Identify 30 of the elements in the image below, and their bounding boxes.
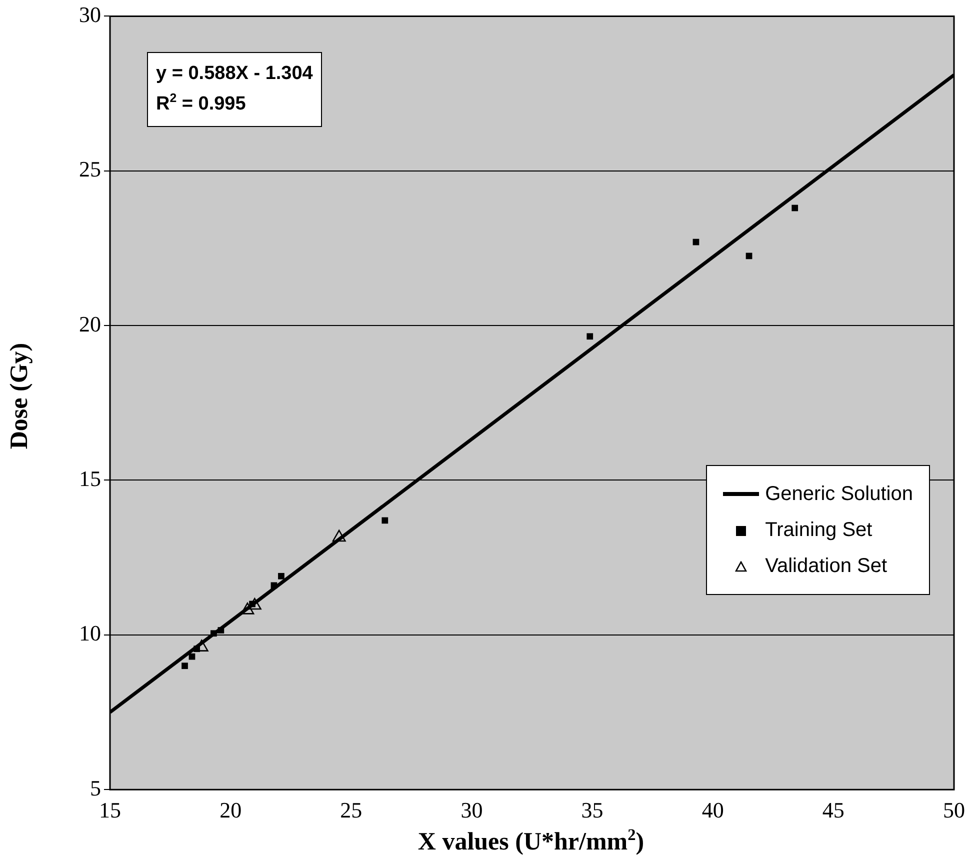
legend-label: Training Set — [765, 518, 872, 543]
point — [210, 630, 217, 637]
y-tick-label: 10 — [79, 620, 101, 646]
x-tick-label: 25 — [340, 798, 362, 823]
x-tick-label: 45 — [822, 798, 844, 823]
x-tick-label: 20 — [220, 798, 242, 823]
y-axis-title: Dose (Gy) — [6, 342, 34, 450]
point — [270, 582, 278, 589]
x-tick-label: 35 — [581, 798, 604, 823]
point — [188, 653, 196, 660]
point — [586, 333, 594, 340]
x-tick-label: 40 — [702, 798, 724, 823]
x-tick-label: 15 — [99, 798, 121, 823]
point — [278, 572, 284, 580]
point — [182, 662, 188, 670]
x-tick-label: 50 — [943, 798, 965, 823]
annotation: y = 0.588X - 1.304 — [156, 62, 313, 86]
y-tick-label: 30 — [79, 2, 101, 27]
y-tick-label: 15 — [79, 466, 101, 492]
point — [792, 204, 798, 212]
legend-label: Validation Set — [765, 554, 888, 579]
point — [382, 517, 388, 524]
y-tick-label: 25 — [79, 156, 101, 182]
point — [218, 627, 224, 634]
legend-label: Generic Solution — [765, 482, 913, 507]
annotation: R$^{2}$ = 0.995 — [156, 90, 247, 117]
y-tick-label: 20 — [79, 311, 101, 336]
y-tick-label: 5 — [90, 775, 101, 800]
x-tick-label: 30 — [460, 798, 483, 823]
x-axis-title: X values (U*hr/mm$^{2}$) — [416, 826, 646, 856]
